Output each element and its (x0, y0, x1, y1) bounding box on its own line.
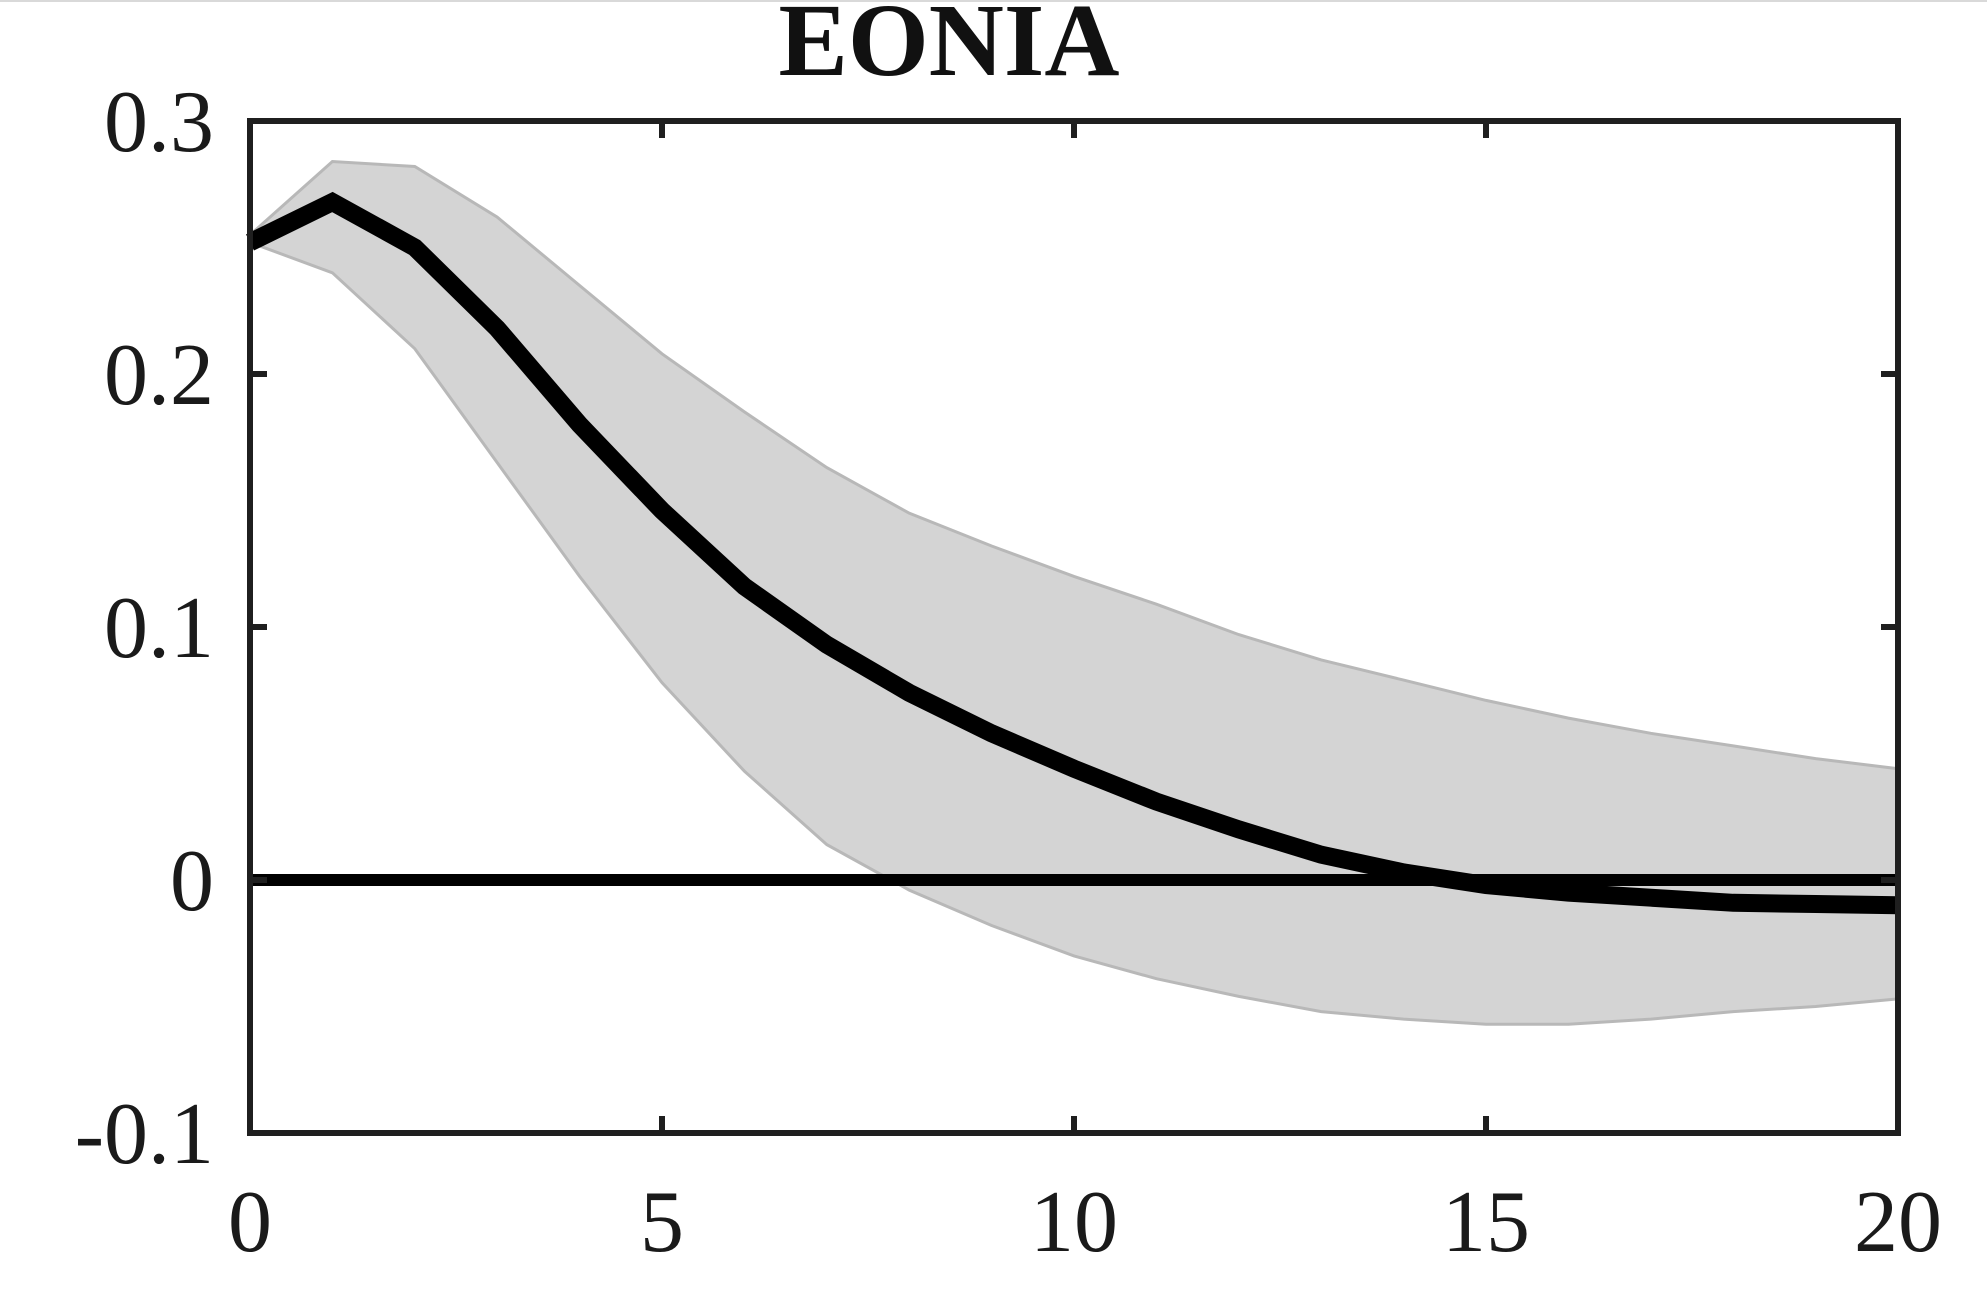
top-rule (0, 0, 1987, 2)
chart-title: EONIA (779, 0, 1120, 98)
y-tick-label: 0.3 (104, 74, 214, 171)
x-tick-labels: 0 5 10 15 20 (228, 1174, 1942, 1271)
x-tick-label: 20 (1854, 1174, 1942, 1271)
x-tick-label: 15 (1442, 1174, 1530, 1271)
axis-ticks (247, 118, 1901, 1136)
x-tick-label: 5 (640, 1174, 684, 1271)
y-tick-labels: -0.1 0 0.1 0.2 0.3 (75, 74, 214, 1183)
series-layer (246, 191, 1899, 915)
y-tick-label: -0.1 (75, 1086, 214, 1183)
y-tick-label: 0.2 (104, 327, 214, 424)
x-tick-label: 10 (1030, 1174, 1118, 1271)
y-tick-label: 0 (170, 833, 214, 930)
y-tick-label: 0.1 (104, 580, 214, 677)
median-line (246, 191, 1899, 915)
x-tick-label: 0 (228, 1174, 272, 1271)
